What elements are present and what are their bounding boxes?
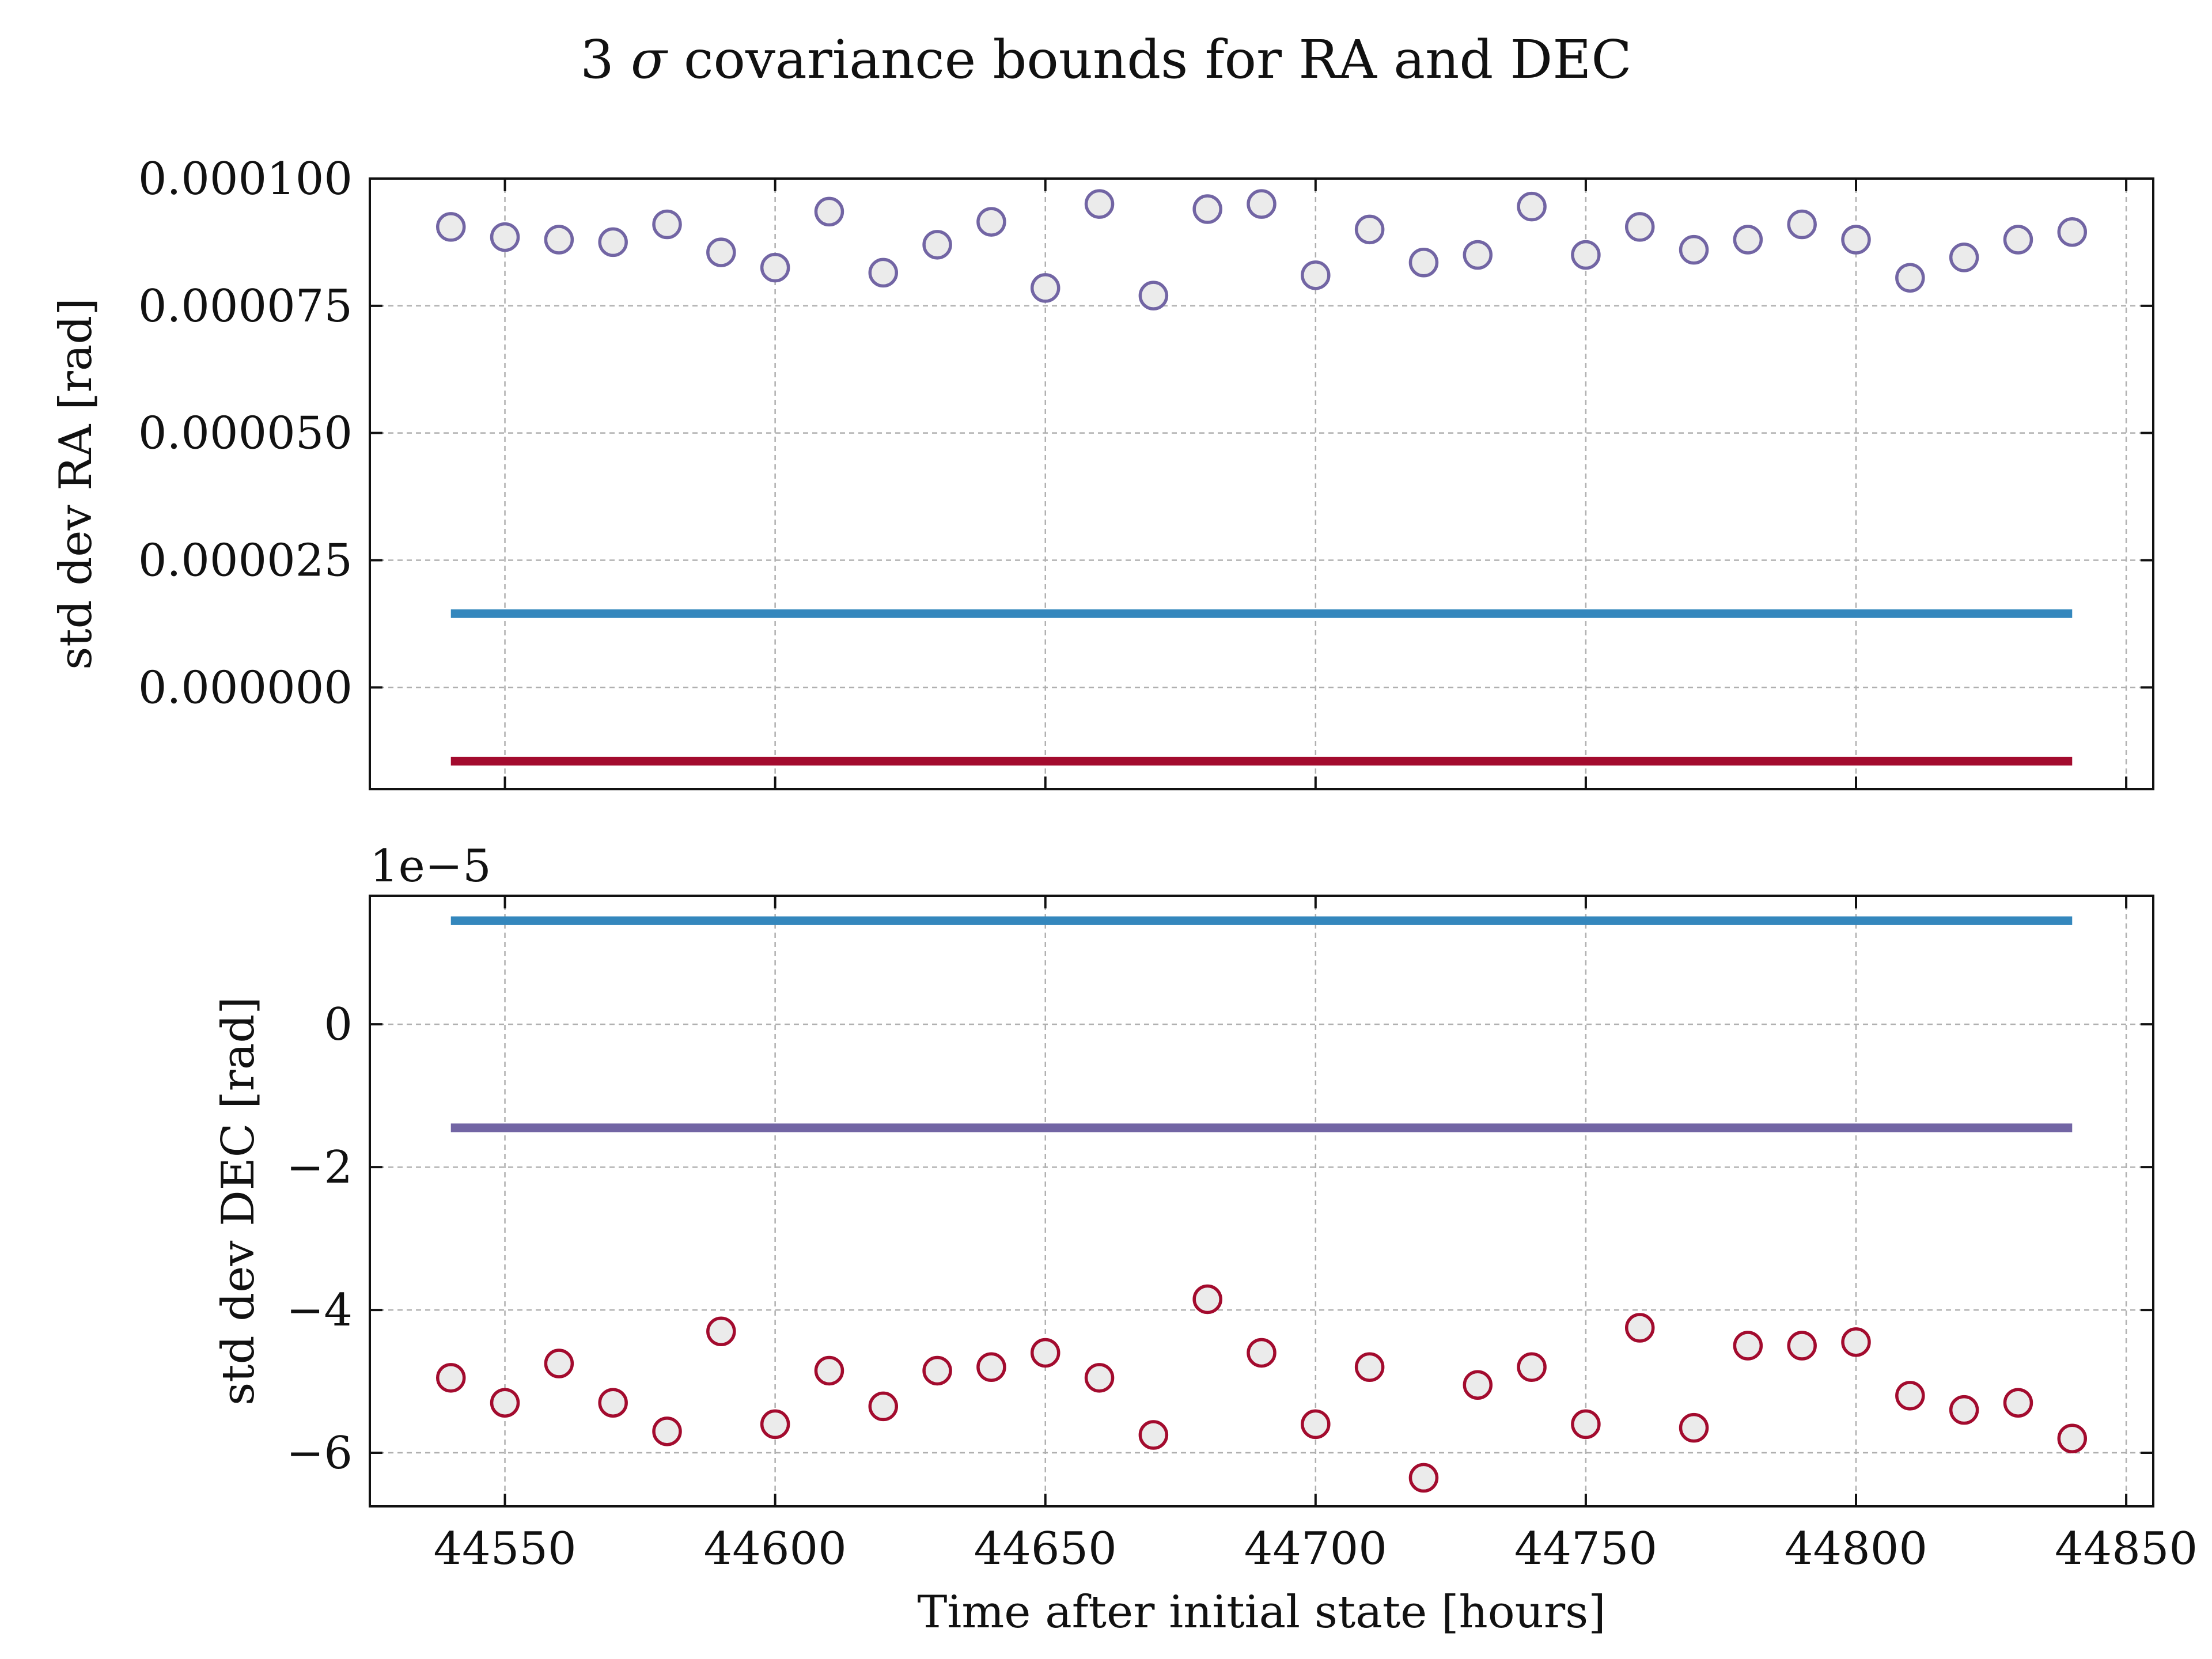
data-point [1030, 1338, 1060, 1368]
data-point [868, 1391, 899, 1422]
data-point [1517, 191, 1547, 222]
data-point [1895, 1381, 1925, 1411]
data-point [1301, 1409, 1331, 1440]
data-point [1463, 240, 1493, 270]
data-point [490, 222, 520, 252]
data-point [1247, 189, 1277, 219]
data-point [1517, 1352, 1547, 1382]
data-point [544, 225, 574, 255]
axis-offset-text: 1e−5 [370, 840, 491, 892]
data-point [1463, 1370, 1493, 1400]
x-tick-label: 44550 [433, 1523, 576, 1575]
data-point [1354, 1352, 1385, 1382]
data-point [652, 209, 682, 240]
data-point [490, 1388, 520, 1418]
data-point [1787, 1331, 1817, 1361]
x-tick-label: 44750 [1514, 1523, 1657, 1575]
ra-panel: 0.000000 0.000025 0.000050 0.000075 0.000100… [50, 153, 2154, 790]
data-point [1192, 194, 1222, 224]
data-point [1733, 1331, 1763, 1361]
x-tick-label: 44600 [704, 1523, 847, 1575]
data-point [1138, 1420, 1169, 1450]
data-point [868, 257, 899, 288]
y-axis-label: std dev RA [rad] [50, 298, 102, 669]
title-suffix: covariance bounds for RA and DEC [666, 29, 1632, 90]
data-point [1787, 209, 1817, 240]
y-tick-label: 0.000025 [138, 535, 353, 587]
y-tick-label: 0.000100 [138, 153, 353, 205]
data-point [652, 1416, 682, 1446]
data-point [706, 1316, 736, 1347]
data-point [435, 1363, 466, 1393]
data-point [1030, 273, 1060, 303]
x-tick-label: 44650 [974, 1523, 1117, 1575]
data-point [1247, 1338, 1277, 1368]
data-point [814, 196, 844, 227]
data-point [706, 237, 736, 267]
data-point [1084, 189, 1115, 219]
data-point [760, 252, 790, 283]
data-point [598, 227, 628, 257]
data-point [1895, 263, 1925, 293]
title-prefix: 3 [580, 29, 631, 90]
data-point [2003, 1388, 2033, 1418]
data-point [1679, 234, 1709, 265]
data-point [1624, 212, 1655, 242]
data-point [922, 230, 952, 260]
data-point [1679, 1412, 1709, 1443]
data-point [1084, 1363, 1115, 1393]
data-point [1408, 248, 1439, 278]
data-point [814, 1355, 844, 1386]
y-tick-label: −2 [286, 1142, 353, 1194]
data-point [1733, 225, 1763, 255]
data-point [2003, 225, 2033, 255]
data-point [976, 207, 1006, 237]
data-point [976, 1352, 1006, 1382]
data-point [598, 1388, 628, 1418]
data-point [922, 1355, 952, 1386]
x-tick-label: 44850 [2055, 1523, 2198, 1575]
data-point [1301, 260, 1331, 290]
x-axis-label: Time after initial state [hours] [917, 1586, 1605, 1638]
y-tick-label: 0.000075 [138, 281, 353, 332]
data-point [435, 212, 466, 242]
figure-title: 3 σ covariance bounds for RA and DEC [0, 29, 2212, 90]
data-point [1949, 243, 1979, 272]
data-point [1192, 1284, 1222, 1315]
y-tick-label: 0.000000 [138, 662, 353, 714]
x-tick-label: 44800 [1785, 1523, 1927, 1575]
y-tick-label: 0.000050 [138, 408, 353, 460]
y-axis-label: std dev DEC [rad] [213, 997, 264, 1406]
axes-frame [369, 177, 2154, 790]
data-point [1624, 1313, 1655, 1343]
data-point [1571, 240, 1601, 270]
data-point [1571, 1409, 1601, 1440]
y-tick-label: 0 [324, 999, 353, 1051]
data-point [1138, 281, 1169, 310]
y-tick-label: −6 [286, 1427, 353, 1479]
data-point [1841, 1327, 1871, 1357]
data-point [1408, 1463, 1439, 1493]
data-point [544, 1349, 574, 1378]
data-point [2057, 217, 2088, 247]
x-tick-label: 44700 [1244, 1523, 1387, 1575]
data-point [1841, 225, 1871, 255]
data-point [2057, 1423, 2088, 1453]
title-sigma: σ [630, 29, 667, 90]
axes-frame [369, 895, 2154, 1508]
data-point [1354, 214, 1385, 245]
dec-panel: 44550 44600 44650 44700 44750 44800 44850 0 −2 −4… [213, 840, 2198, 1638]
y-tick-label: −4 [286, 1285, 353, 1336]
data-point [1949, 1395, 1979, 1425]
data-point [760, 1409, 790, 1440]
